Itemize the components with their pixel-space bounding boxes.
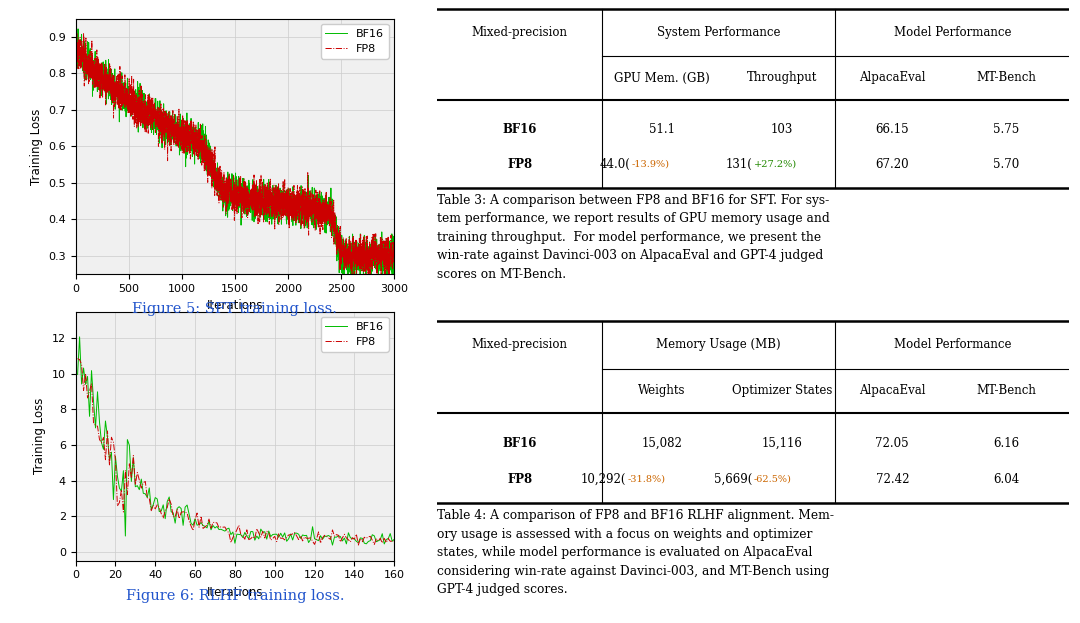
BF16	[334, 533, 347, 540]
FP8	[388, 537, 401, 545]
FP8	[135, 485, 148, 492]
Y-axis label: Training Loss: Training Loss	[29, 108, 42, 184]
Text: FP8: FP8	[507, 158, 532, 171]
BF16	[205, 174, 218, 182]
BF16	[191, 142, 204, 150]
FP8	[374, 535, 387, 542]
Legend: BF16, FP8: BF16, FP8	[321, 24, 389, 59]
Text: 5,669(: 5,669(	[714, 473, 752, 486]
BF16	[279, 529, 292, 536]
Text: BF16: BF16	[502, 123, 537, 136]
Text: BF16: BF16	[502, 437, 537, 450]
Text: 72.42: 72.42	[876, 473, 909, 486]
Text: -13.9%): -13.9%)	[632, 160, 670, 169]
Text: Memory Usage (MB): Memory Usage (MB)	[657, 338, 781, 351]
Text: 10,292(: 10,292(	[580, 473, 625, 486]
Line: FP8: FP8	[76, 34, 394, 283]
BF16	[346, 278, 359, 286]
Text: Model Performance: Model Performance	[893, 26, 1011, 39]
X-axis label: Iterations: Iterations	[206, 300, 264, 312]
FP8	[347, 245, 360, 253]
Y-axis label: Training Loss: Training Loss	[33, 398, 46, 474]
Text: 67.20: 67.20	[876, 158, 909, 171]
Text: 51.1: 51.1	[649, 123, 675, 136]
FP8	[379, 279, 392, 287]
Text: 66.15: 66.15	[876, 123, 909, 136]
Text: -31.8%): -31.8%)	[627, 475, 665, 483]
BF16	[381, 255, 394, 263]
BF16	[69, 29, 82, 36]
BF16	[71, 371, 84, 378]
Text: 6.04: 6.04	[993, 473, 1020, 486]
Line: FP8: FP8	[78, 359, 394, 545]
FP8	[71, 355, 84, 363]
BF16	[248, 536, 261, 544]
Text: Weights: Weights	[638, 384, 686, 397]
Text: 103: 103	[770, 123, 793, 136]
Text: MT-Bench: MT-Bench	[976, 384, 1036, 397]
FP8	[352, 541, 365, 549]
FP8	[106, 88, 119, 96]
BF16	[388, 239, 401, 247]
FP8	[388, 255, 401, 263]
FP8	[381, 268, 394, 275]
FP8	[70, 30, 83, 37]
FP8	[330, 531, 343, 538]
BF16	[124, 95, 137, 102]
Text: -62.5%): -62.5%)	[754, 475, 792, 483]
Text: 15,116: 15,116	[761, 437, 802, 450]
Text: 44.0(: 44.0(	[599, 158, 630, 171]
BF16	[137, 490, 150, 497]
FP8	[205, 154, 218, 161]
Text: AlpacaEval: AlpacaEval	[859, 72, 926, 85]
Text: Table 3: A comparison between FP8 and BF16 for SFT. For sys-
tem performance, we: Table 3: A comparison between FP8 and BF…	[437, 194, 831, 280]
BF16	[163, 493, 176, 501]
Text: 15,082: 15,082	[642, 437, 683, 450]
BF16	[71, 25, 84, 32]
Text: 5.70: 5.70	[993, 158, 1020, 171]
FP8	[246, 533, 259, 540]
Text: System Performance: System Performance	[657, 26, 781, 39]
BF16	[106, 77, 119, 85]
Text: FP8: FP8	[507, 473, 532, 486]
X-axis label: Iterations: Iterations	[206, 586, 264, 599]
Text: Optimizer States: Optimizer States	[731, 384, 832, 397]
Text: AlpacaEval: AlpacaEval	[859, 384, 926, 397]
FP8	[161, 504, 174, 511]
Text: Mixed-precision: Mixed-precision	[472, 26, 567, 39]
Text: 5.75: 5.75	[993, 123, 1020, 136]
Text: Model Performance: Model Performance	[893, 338, 1011, 351]
FP8	[276, 535, 289, 542]
Line: BF16: BF16	[78, 337, 394, 545]
BF16	[388, 536, 401, 543]
BF16	[73, 333, 86, 341]
Text: 6.16: 6.16	[993, 437, 1020, 450]
Text: Figure 6: RLHF training loss.: Figure 6: RLHF training loss.	[125, 589, 345, 602]
BF16	[326, 541, 339, 549]
Text: Table 4: A comparison of FP8 and BF16 RLHF alignment. Mem-
ory usage is assessed: Table 4: A comparison of FP8 and BF16 RL…	[437, 509, 835, 596]
Text: Throughput: Throughput	[746, 72, 816, 85]
FP8	[191, 141, 204, 148]
Text: MT-Bench: MT-Bench	[976, 72, 1036, 85]
Text: 131(: 131(	[725, 158, 752, 171]
Text: 72.05: 72.05	[876, 437, 909, 450]
Text: Figure 5: SFT training loss.: Figure 5: SFT training loss.	[133, 302, 337, 316]
Legend: BF16, FP8: BF16, FP8	[321, 317, 389, 351]
Text: Mixed-precision: Mixed-precision	[472, 338, 567, 351]
FP8	[124, 97, 137, 104]
Text: GPU Mem. (GB): GPU Mem. (GB)	[613, 72, 710, 85]
BF16	[348, 245, 361, 252]
FP8	[69, 41, 82, 49]
Line: BF16: BF16	[76, 29, 394, 282]
Text: +27.2%): +27.2%)	[754, 160, 797, 169]
BF16	[376, 530, 389, 538]
